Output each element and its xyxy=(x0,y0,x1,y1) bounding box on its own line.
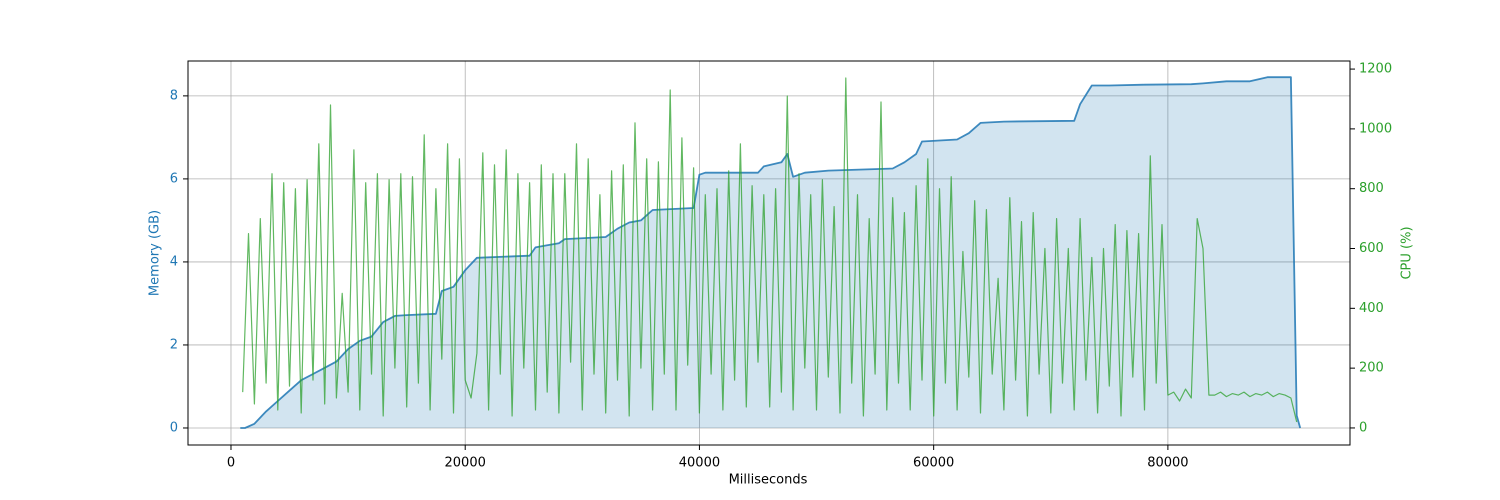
y-tick-label: 0 xyxy=(170,420,178,435)
y2-tick-label: 0 xyxy=(1359,420,1367,435)
x-tick-label: 0 xyxy=(227,456,235,471)
y-tick-label: 2 xyxy=(170,337,178,352)
y2-tick-label: 1200 xyxy=(1359,62,1392,77)
x-axis-label: Milliseconds xyxy=(729,473,808,488)
x-tick-label: 60000 xyxy=(913,456,954,471)
y-tick-label: 8 xyxy=(170,88,178,103)
x-tick-label: 80000 xyxy=(1147,456,1188,471)
y-tick-label: 6 xyxy=(170,171,178,186)
x-tick-label: 40000 xyxy=(679,456,720,471)
y2-tick-label: 800 xyxy=(1359,181,1384,196)
series-line xyxy=(242,77,1298,423)
y-axis-label: Memory (GB) xyxy=(148,210,163,296)
y-tick-label: 4 xyxy=(170,254,178,269)
y2-tick-label: 400 xyxy=(1359,301,1384,316)
y2-tick-label: 1000 xyxy=(1359,121,1392,136)
y2-axis-label: CPU (%) xyxy=(1400,226,1415,279)
area xyxy=(240,77,1301,428)
y2-tick-label: 200 xyxy=(1359,361,1384,376)
series-line xyxy=(240,76,1302,429)
y2-tick-label: 600 xyxy=(1359,241,1384,256)
x-tick-label: 20000 xyxy=(445,456,486,471)
plot-frame xyxy=(187,60,1351,446)
